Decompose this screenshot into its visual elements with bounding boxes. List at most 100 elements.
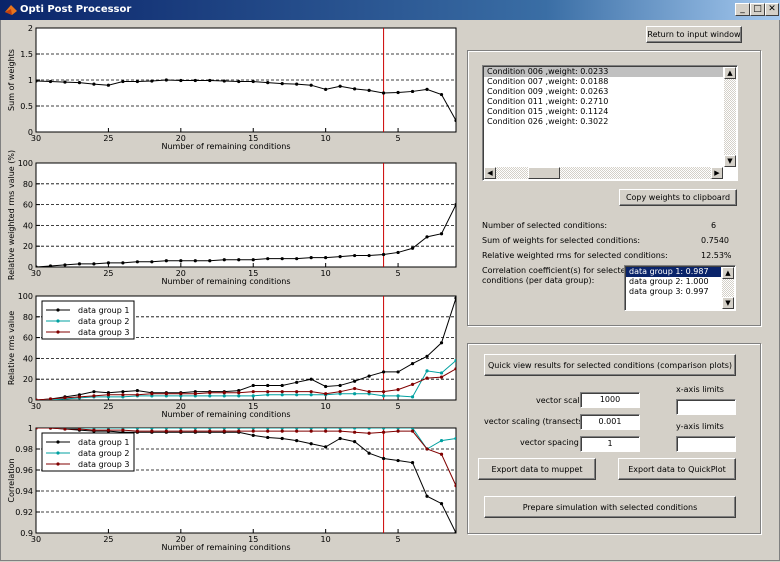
data-point xyxy=(222,429,226,433)
data-point xyxy=(150,260,154,264)
y-axis-label: Relative rms value xyxy=(7,311,16,385)
prepare-simulation-button[interactable]: Prepare simulation with selected conditi… xyxy=(484,496,736,518)
close-button[interactable]: ✕ xyxy=(765,3,779,16)
scroll-up-icon[interactable]: ▲ xyxy=(724,67,736,79)
data-point xyxy=(266,428,270,430)
data-point xyxy=(295,257,299,261)
quick-view-button[interactable]: Quick view results for selected conditio… xyxy=(484,354,736,376)
export-quickplot-button[interactable]: Export data to QuickPlot xyxy=(618,458,736,480)
series-line xyxy=(36,360,456,400)
scroll-left-icon[interactable]: ◀ xyxy=(484,167,496,179)
data-point xyxy=(222,391,226,395)
scroll-down-icon[interactable]: ▼ xyxy=(724,155,736,167)
data-point xyxy=(150,79,154,83)
condition-list-item[interactable]: Condition 009 ,weight: 0.0263 xyxy=(487,87,609,96)
data-point xyxy=(179,429,183,433)
y-axis-label: Correlation xyxy=(7,458,16,502)
legend-label: data group 2 xyxy=(78,317,129,326)
minimize-button[interactable]: _ xyxy=(735,3,750,16)
vector-scaling-label: vector scaling xyxy=(536,396,592,405)
data-point xyxy=(295,380,299,384)
scroll-up-icon[interactable]: ▲ xyxy=(722,267,734,279)
y-tick-label: 60 xyxy=(23,334,33,343)
x-tick-label: 10 xyxy=(321,269,331,278)
sum-weights-value: 0.7540 xyxy=(701,236,729,245)
data-point xyxy=(92,262,96,266)
data-point xyxy=(439,341,444,345)
x-tick-label: 5 xyxy=(396,269,401,278)
vector-scaling-input[interactable]: 1000 xyxy=(580,392,640,408)
x-tick-label: 10 xyxy=(321,134,331,143)
vector-scaling-transects-input[interactable]: 0.001 xyxy=(580,414,640,430)
export-muppet-button[interactable]: Export data to muppet xyxy=(478,458,596,480)
x-tick-label: 20 xyxy=(176,269,186,278)
series-1 xyxy=(36,78,456,123)
y-tick-label: 20 xyxy=(23,242,33,251)
data-point xyxy=(121,393,125,397)
data-point xyxy=(77,81,82,85)
x-tick-label: 30 xyxy=(31,535,41,544)
data-point xyxy=(208,429,212,433)
data-point xyxy=(193,78,197,83)
data-point xyxy=(353,428,357,430)
y-axis-limits-label: y-axis limits xyxy=(676,422,724,431)
data-point xyxy=(251,383,255,388)
data-point xyxy=(106,428,111,432)
data-point xyxy=(396,370,400,374)
x-axis-label: Number of remaining conditions xyxy=(161,543,290,552)
data-point xyxy=(280,390,284,394)
data-point xyxy=(266,383,270,388)
scroll-down-icon[interactable]: ▼ xyxy=(722,297,734,309)
data-point xyxy=(135,429,139,433)
conditions-hscrollbar[interactable]: ◀ ▶ xyxy=(484,167,723,179)
data-point xyxy=(425,354,429,358)
correlation-vscrollbar[interactable]: ▲ ▼ xyxy=(722,267,734,309)
data-point xyxy=(222,258,226,262)
series-3 xyxy=(36,428,456,488)
data-point xyxy=(396,250,400,255)
data-point xyxy=(150,428,154,430)
condition-list-item[interactable]: Condition 015 ,weight: 0.1124 xyxy=(487,107,609,116)
x-tick-label: 15 xyxy=(248,402,258,411)
data-point xyxy=(381,456,386,461)
return-to-input-button[interactable]: Return to input window xyxy=(646,26,742,43)
data-point xyxy=(353,253,357,258)
data-point xyxy=(208,391,212,395)
y-tick-label: 0.9 xyxy=(20,529,33,538)
data-point xyxy=(135,79,139,84)
x-tick-label: 20 xyxy=(176,134,186,143)
condition-list-item[interactable]: Condition 006 ,weight: 0.0233 xyxy=(484,67,723,77)
correlation-list-item[interactable]: data group 1: 0.987 xyxy=(626,267,721,277)
copy-weights-button[interactable]: Copy weights to clipboard xyxy=(619,189,737,206)
maximize-button[interactable]: □ xyxy=(750,3,765,16)
data-point xyxy=(381,430,386,434)
data-point xyxy=(179,78,183,83)
vector-spacing-input[interactable]: 1 xyxy=(580,436,640,452)
data-point xyxy=(338,383,342,388)
data-point xyxy=(381,394,386,398)
scroll-thumb[interactable] xyxy=(528,167,560,179)
legend-label: data group 1 xyxy=(78,306,129,315)
y-tick-label: 60 xyxy=(23,201,33,210)
scroll-right-icon[interactable]: ▶ xyxy=(711,167,723,179)
correlation-list-item[interactable]: data group 2: 1.000 xyxy=(629,277,709,286)
y-axis-limits-input[interactable] xyxy=(676,436,736,452)
data-point xyxy=(237,391,241,395)
condition-list-item[interactable]: Condition 011 ,weight: 0.2710 xyxy=(487,97,609,106)
correlation-listbox[interactable]: data group 1: 0.987 data group 2: 1.000 da… xyxy=(624,265,736,311)
data-point xyxy=(454,484,456,488)
conditions-listbox[interactable]: Condition 006 ,weight: 0.0233 Condition 0… xyxy=(482,65,738,181)
data-point xyxy=(266,429,270,433)
matlab-icon xyxy=(5,5,17,15)
correlation-list-item[interactable]: data group 3: 0.997 xyxy=(629,287,709,296)
x-axis-limits-input[interactable] xyxy=(676,399,736,415)
x-tick-label: 5 xyxy=(396,535,401,544)
x-tick-label: 25 xyxy=(103,535,113,544)
condition-list-item[interactable]: Condition 026 ,weight: 0.3022 xyxy=(487,117,609,126)
data-point xyxy=(150,429,154,433)
condition-list-item[interactable]: Condition 007 ,weight: 0.0188 xyxy=(487,77,609,86)
data-point xyxy=(106,261,111,265)
data-point xyxy=(121,390,125,394)
x-tick-label: 30 xyxy=(31,269,41,278)
conditions-vscrollbar[interactable]: ▲ ▼ xyxy=(724,67,736,167)
